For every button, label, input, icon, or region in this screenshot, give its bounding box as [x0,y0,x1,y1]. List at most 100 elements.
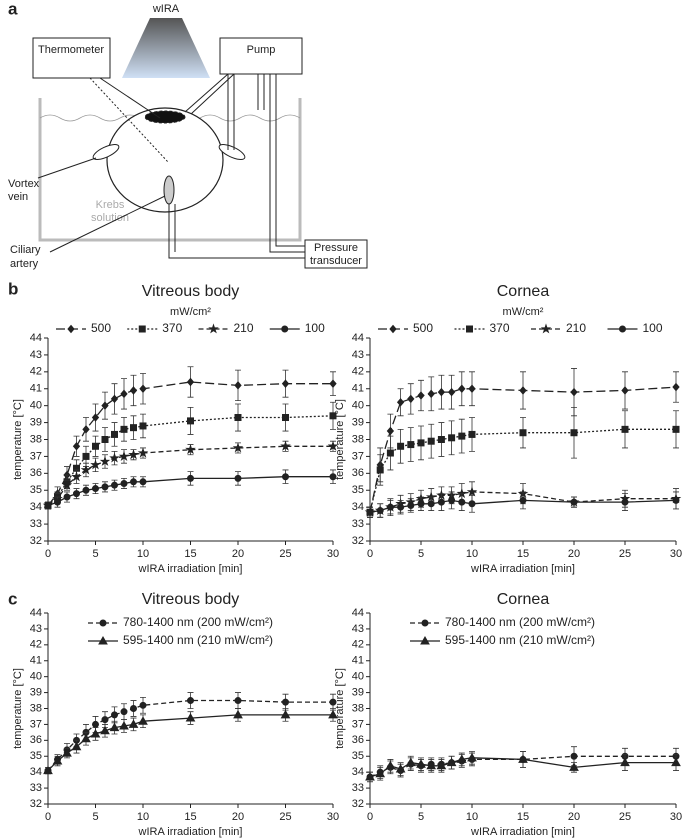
x-tick-label: 5 [418,548,424,560]
y-tick-label: 32 [352,798,364,810]
marker [137,447,149,458]
marker [570,387,578,397]
marker [61,479,73,490]
y-axis-label: temperature [°C] [334,668,346,749]
ciliary-artery [163,175,175,205]
marker [71,471,82,482]
legend-marker [466,325,473,333]
y-tick-label: 33 [30,782,42,794]
y-tick-label: 38 [352,433,364,445]
y-tick-label: 36 [352,734,364,746]
y-tick-label: 35 [352,750,364,762]
marker [448,434,456,442]
y-tick-label: 44 [30,607,42,619]
legend-label: 500 [91,321,111,335]
marker [82,486,90,494]
y-tick-label: 43 [352,623,364,635]
y-tick-label: 38 [352,702,364,714]
marker [130,478,137,486]
marker [101,436,109,443]
x-tick-label: 30 [327,811,339,823]
marker [111,711,118,719]
marker [92,720,99,728]
marker [329,698,337,706]
x-tick-label: 15 [184,548,196,560]
legend-marker [281,325,289,333]
source-label: wIRA [152,3,180,15]
marker [468,500,476,508]
marker [386,449,394,457]
panel-label: a [8,0,18,18]
marker [63,493,71,501]
legend-label: 595-1400 nm (210 mW/cm²) [123,633,273,647]
marker [72,441,81,451]
marker [407,441,415,449]
marker [234,381,242,390]
x-tick-label: 20 [232,548,244,560]
marker [120,479,128,487]
marker [436,760,447,770]
marker [187,417,194,425]
y-tick-label: 33 [30,518,42,530]
marker [396,398,405,407]
marker [139,478,147,486]
marker [234,474,242,482]
x-tick-label: 0 [367,548,373,560]
marker [519,429,527,437]
marker [120,425,128,433]
vortex-label: vein [8,191,28,203]
x-tick-label: 0 [45,811,51,823]
artery-tube [168,204,305,259]
y-tick-label: 42 [30,366,42,378]
marker [118,450,130,461]
marker [101,401,109,410]
legend-marker [99,619,107,627]
marker [280,440,291,451]
cornea [144,110,186,124]
x-tick-label: 25 [279,811,291,823]
legend-marker [540,323,552,334]
marker [82,425,90,434]
units: mW/cm² [503,306,544,318]
legend-label: 100 [305,321,325,335]
y-tick-label: 35 [352,484,364,496]
marker [52,756,63,765]
marker [365,771,375,781]
marker [81,733,91,743]
vortex-vein-left [92,144,120,160]
pointer [37,157,97,179]
y-tick-label: 34 [30,766,42,778]
y-tick-label: 35 [30,484,42,496]
x-tick-label: 20 [568,548,580,560]
series-line [47,415,334,506]
x-tick-label: 20 [568,811,580,823]
marker [621,425,629,433]
x-tick-label: 10 [137,548,149,560]
panel-label: c [8,589,17,608]
pump-tube [184,73,235,115]
marker [458,432,466,440]
pump-label: Pump [247,44,276,56]
y-tick-label: 41 [352,383,364,395]
legend-label: 370 [490,321,510,335]
y-tick-label: 43 [30,623,42,635]
y-tick-label: 39 [352,686,364,698]
vortex-label: Vortex [8,178,40,190]
legend-label: 595-1400 nm (210 mW/cm²) [445,633,595,647]
marker [101,716,109,724]
marker [109,722,120,732]
legend-marker [619,325,626,333]
marker [128,719,139,728]
marker [139,422,147,430]
transducer-label: transducer [310,255,362,267]
y-tick-label: 38 [30,433,42,445]
marker [448,496,456,504]
y-tick-label: 41 [30,383,42,395]
units: mW/cm² [170,306,211,318]
y-tick-label: 34 [352,766,364,778]
x-axis-label: wIRA irradiation [min] [138,826,243,838]
y-tick-label: 38 [30,702,42,714]
legend-marker [67,324,75,334]
marker [185,713,196,722]
panel-label: b [8,279,18,298]
